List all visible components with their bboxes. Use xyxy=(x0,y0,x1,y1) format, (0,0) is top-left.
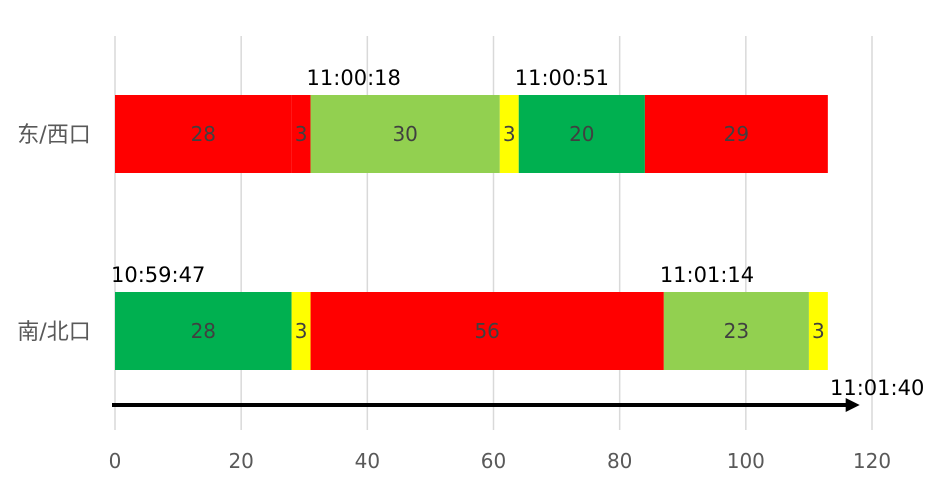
bar-segment-r0-s0 xyxy=(115,95,292,173)
bar-segment-r0-s1 xyxy=(291,95,311,173)
bar-segment-r0-s3 xyxy=(499,95,519,173)
segment-label-r0-s0: 28 xyxy=(191,122,216,146)
bar-segment-r1-s3 xyxy=(663,292,809,370)
segment-label-r0-s3: 3 xyxy=(503,122,516,146)
x-tick-label-40: 40 xyxy=(355,449,380,473)
x-tick-label-120: 120 xyxy=(853,449,891,473)
bar-segment-r1-s4 xyxy=(808,292,828,370)
segment-label-r1-s0: 28 xyxy=(191,319,216,343)
segment-labels: 28 3 30 3 20 29 28 3 56 23 3 xyxy=(191,122,825,343)
category-label-1: 南/北口 xyxy=(17,320,90,345)
segment-label-r0-s1: 3 xyxy=(295,122,308,146)
bar-segment-r0-s2 xyxy=(310,95,500,173)
segment-label-r0-s5: 29 xyxy=(724,122,749,146)
segment-label-r0-s2: 30 xyxy=(392,122,417,146)
bar-segment-r0-s4 xyxy=(518,95,645,173)
bar-segment-r0-s5 xyxy=(644,95,828,173)
time-annotation-1: 11:00:51 xyxy=(515,66,609,90)
segment-label-r0-s4: 20 xyxy=(569,122,594,146)
time-annotation-0: 11:00:18 xyxy=(307,66,401,90)
bar-segment-r1-s1 xyxy=(291,292,311,370)
time-annotation-3: 11:01:14 xyxy=(660,263,754,287)
segment-label-r1-s4: 3 xyxy=(812,319,825,343)
time-annotations: 11:00:18 11:00:51 10:59:47 11:01:14 xyxy=(111,66,754,287)
x-tick-label-60: 60 xyxy=(481,449,506,473)
segment-label-r1-s1: 3 xyxy=(295,319,308,343)
category-labels: 东/西口南/北口 xyxy=(17,123,90,345)
bar-segment-r1-s2 xyxy=(310,292,664,370)
x-tick-label-20: 20 xyxy=(228,449,253,473)
time-arrow-end-label: 11:01:40 xyxy=(830,376,924,400)
x-tick-labels: 0 20 40 60 80 100 120 xyxy=(109,449,891,473)
time-arrow: 11:01:40 xyxy=(112,376,924,412)
bars xyxy=(115,95,828,370)
time-annotation-2: 10:59:47 xyxy=(111,263,205,287)
segment-label-r1-s2: 56 xyxy=(474,319,499,343)
x-tick-label-0: 0 xyxy=(109,449,122,473)
bar-segment-r1-s0 xyxy=(115,292,292,370)
segment-label-r1-s3: 23 xyxy=(724,319,749,343)
time-arrow-head xyxy=(845,398,860,412)
category-label-0: 东/西口 xyxy=(17,123,90,148)
x-tick-label-100: 100 xyxy=(727,449,765,473)
x-tick-label-80: 80 xyxy=(607,449,632,473)
